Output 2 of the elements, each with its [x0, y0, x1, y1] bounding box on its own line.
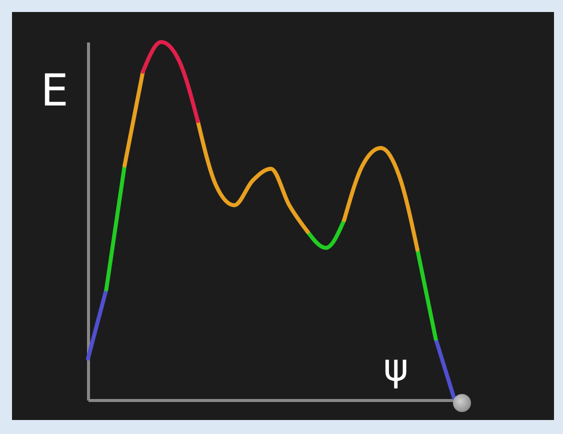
y-axis-title: E	[40, 66, 68, 116]
x-axis-title: ψ	[383, 346, 408, 390]
